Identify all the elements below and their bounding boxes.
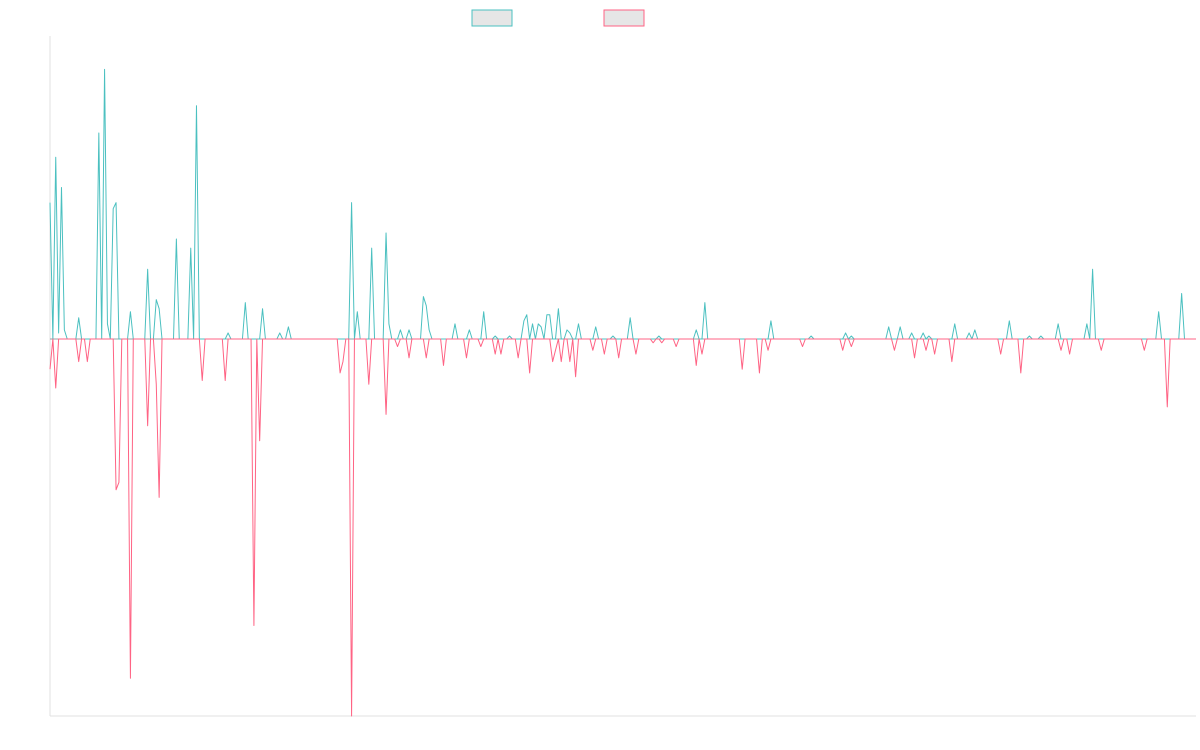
legend[interactable] <box>471 9 645 27</box>
series-layer <box>49 68 1196 717</box>
series-line-1 <box>49 68 1196 340</box>
legend-swatch-series-1[interactable] <box>471 9 513 27</box>
legend-swatch-series-2[interactable] <box>603 9 645 27</box>
series-line-2 <box>49 338 1196 717</box>
